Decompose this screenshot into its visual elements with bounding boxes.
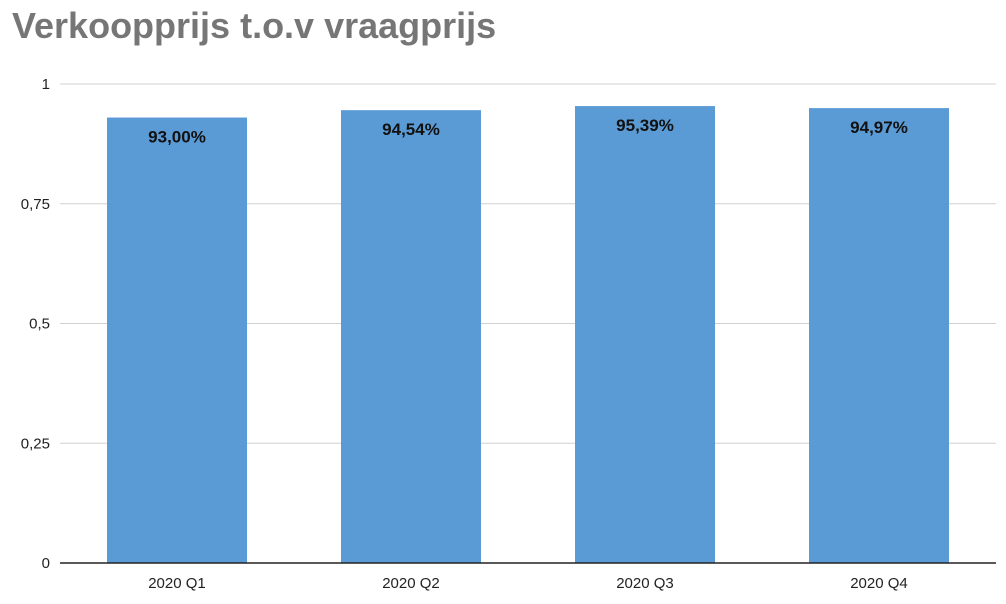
x-tick-label: 2020 Q1	[148, 575, 206, 592]
x-tick-label: 2020 Q2	[382, 575, 440, 592]
y-tick-label: 0,25	[21, 435, 50, 452]
x-tick-label: 2020 Q3	[616, 575, 674, 592]
bar	[575, 106, 715, 563]
x-axis-ticks: 2020 Q1 2020 Q2 2020 Q3 2020 Q4	[148, 575, 908, 592]
x-tick-label: 2020 Q4	[850, 575, 908, 592]
data-label: 94,54%	[382, 120, 440, 139]
data-labels: 93,00% 94,54% 95,39% 94,97%	[148, 116, 908, 146]
chart-title: Verkoopprijs t.o.v vraagprijs	[12, 5, 496, 46]
bar	[809, 108, 949, 564]
y-axis-ticks: 0 0,25 0,5 0,75 1	[21, 76, 50, 572]
y-tick-label: 0,5	[29, 316, 50, 333]
y-tick-label: 0,75	[21, 196, 50, 213]
bars	[107, 106, 949, 564]
bar	[107, 117, 247, 563]
data-label: 94,97%	[850, 118, 908, 137]
bar	[341, 110, 481, 564]
y-tick-label: 0	[42, 555, 50, 572]
data-label: 95,39%	[616, 116, 674, 135]
y-tick-label: 1	[42, 76, 50, 93]
data-label: 93,00%	[148, 128, 206, 147]
